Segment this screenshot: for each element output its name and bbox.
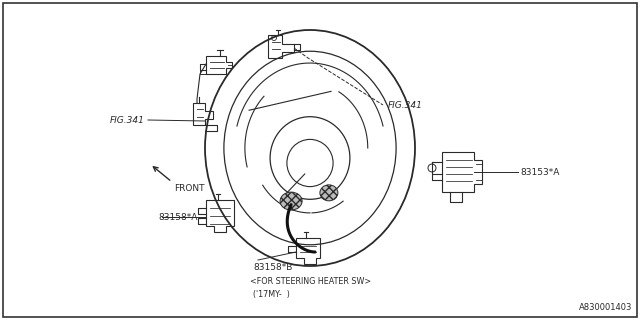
Text: A830001403: A830001403 (579, 303, 632, 312)
Text: FRONT: FRONT (174, 184, 205, 193)
Text: ('17MY-  ): ('17MY- ) (253, 290, 290, 299)
Text: 83158*A: 83158*A (158, 212, 197, 221)
Text: <FOR STEERING HEATER SW>: <FOR STEERING HEATER SW> (250, 277, 371, 286)
Ellipse shape (320, 185, 338, 201)
Text: 83158*B: 83158*B (253, 262, 292, 271)
Text: FIG.341: FIG.341 (388, 100, 423, 109)
Ellipse shape (280, 192, 302, 210)
Text: 83153*A: 83153*A (520, 167, 559, 177)
Text: FIG.341: FIG.341 (110, 116, 145, 124)
